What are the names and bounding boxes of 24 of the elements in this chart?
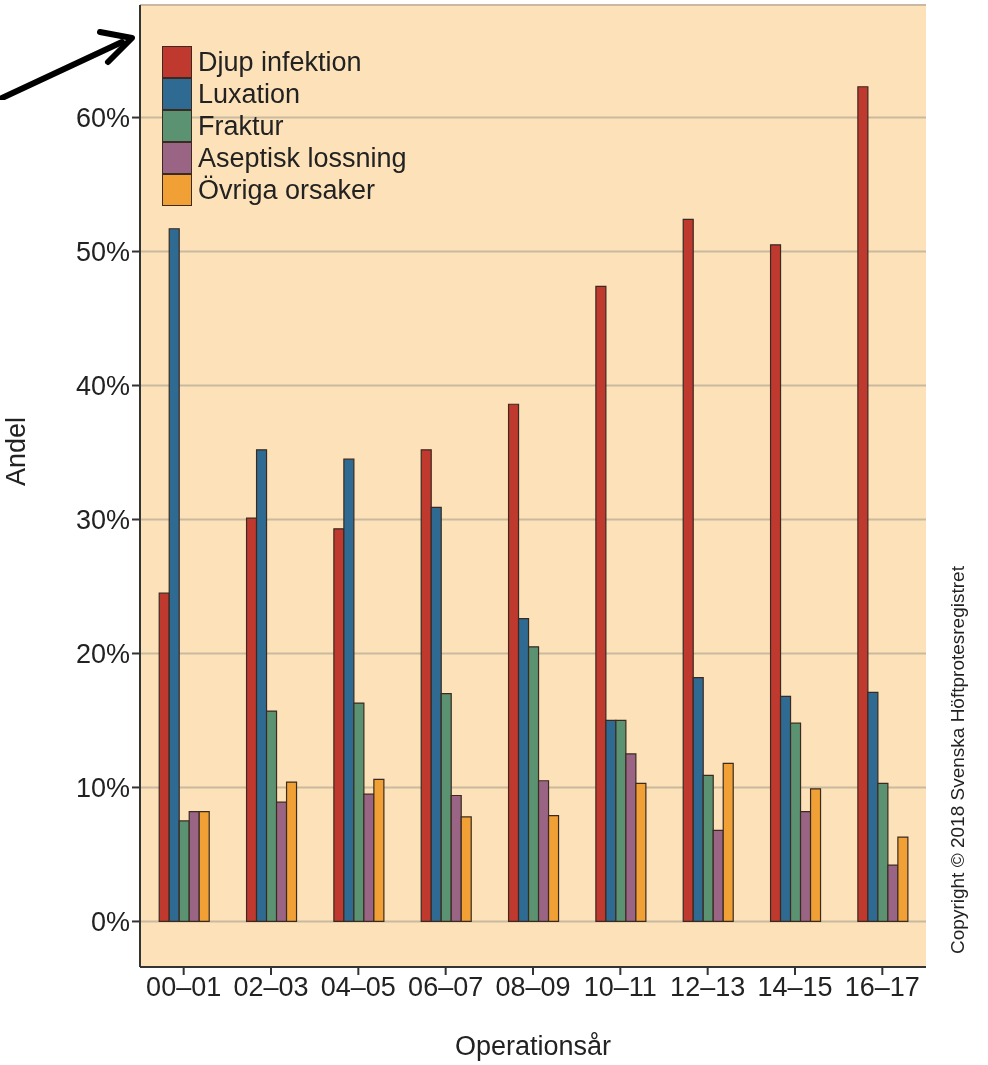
legend-label: Övriga orsaker	[198, 174, 376, 206]
legend-label: Aseptisk lossning	[198, 142, 407, 174]
y-tick-label: 60%	[75, 103, 130, 134]
text: Copyright © 2018 Svenska Höftprotesregistret	[947, 566, 969, 954]
x-tick-label: 06–07	[408, 972, 484, 1003]
legend-label: Luxation	[198, 78, 301, 110]
x-tick-label: 08–09	[495, 972, 571, 1003]
legend-label: Fraktur	[198, 110, 284, 142]
x-tick-label: 16–17	[844, 972, 920, 1003]
legend-label: Djup infektion	[198, 46, 362, 78]
y-tick-label: 0%	[90, 907, 130, 938]
x-tick-label: 10–11	[583, 972, 657, 1003]
x-tick-label: 00–01	[146, 972, 222, 1003]
y-axis-title: Andel	[0, 416, 31, 486]
x-tick-label: 12–13	[670, 972, 746, 1003]
x-tick-label: 14–15	[757, 972, 833, 1003]
x-tick-label: 04–05	[320, 972, 396, 1003]
y-tick-label: 20%	[75, 639, 130, 670]
y-tick-label: 40%	[75, 371, 130, 402]
y-tick-label: 30%	[75, 505, 130, 536]
y-tick-label: 10%	[75, 773, 130, 804]
y-tick-label: 50%	[75, 237, 130, 268]
x-axis-title: Operationsår	[454, 1031, 612, 1061]
x-tick-label: 02–03	[233, 972, 309, 1003]
